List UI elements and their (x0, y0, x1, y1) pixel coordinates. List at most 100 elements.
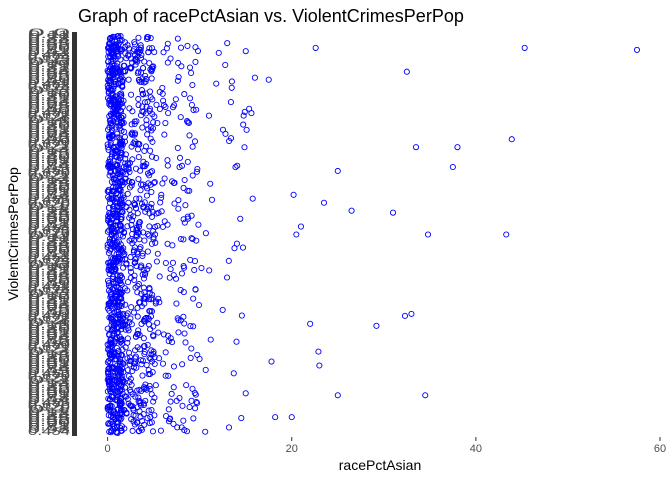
data-point (156, 299, 163, 306)
data-point (153, 154, 160, 162)
y-tick-label: 0.85 (28, 132, 70, 144)
y-tick-label: 0.21 (28, 263, 70, 275)
data-point (175, 205, 182, 212)
data-point (139, 417, 146, 424)
data-point (110, 110, 117, 117)
data-point (162, 349, 169, 356)
data-point (146, 60, 153, 67)
data-point (141, 79, 148, 86)
data-point-outlier (424, 231, 432, 238)
y-tick-label: 0.453 (28, 252, 70, 264)
y-tick-label: 0.30 (28, 324, 70, 336)
data-point-outlier (508, 136, 515, 143)
data-point (151, 179, 158, 186)
data-point (111, 98, 118, 105)
x-axis: 0 20 40 60 (105, 437, 666, 455)
data-point (208, 196, 216, 203)
data-point (137, 402, 144, 409)
data-point (164, 59, 171, 66)
y-tick-label: 0.1 (28, 201, 70, 213)
data-point (185, 119, 192, 127)
data-point (154, 250, 161, 257)
data-point (149, 153, 156, 160)
data-point (111, 152, 118, 159)
y-tick-label: 0.71 (28, 419, 70, 431)
y-tick-label: 0.676 (28, 196, 70, 208)
data-point (106, 68, 113, 75)
data-point (189, 81, 196, 89)
y-tick-label: 0.675 (28, 225, 70, 237)
data-point (118, 399, 125, 406)
data-point (105, 146, 112, 154)
data-point (191, 258, 199, 265)
data-point (107, 119, 115, 126)
data-point (112, 79, 119, 86)
y-tick-label: 0.14 (28, 145, 70, 157)
y-tick-label: 0.122 (28, 141, 70, 153)
data-point (116, 360, 123, 367)
data-point (148, 391, 155, 398)
data-point (164, 240, 171, 247)
data-point-outlier (316, 362, 323, 369)
data-point (130, 247, 137, 254)
data-point (238, 415, 245, 422)
data-point (182, 202, 189, 209)
data-point (104, 325, 111, 332)
y-tick-label: 0.55 (28, 38, 70, 50)
data-point-outlier (213, 80, 220, 87)
data-point (180, 417, 187, 424)
data-point (125, 161, 132, 168)
data-point (127, 159, 134, 167)
data-point (136, 48, 143, 55)
data-point (182, 339, 189, 346)
y-tick-label: 0.16 (28, 87, 70, 99)
data-point (138, 290, 145, 297)
y-tick-label: 0.75 (28, 101, 70, 113)
y-tick-label: 0.76 (28, 274, 70, 286)
y-tick-label: 0.95 (28, 163, 70, 175)
data-point (159, 90, 166, 97)
y-tick-label: 0.0 (28, 230, 70, 242)
y-tick-label: 0.74 (28, 130, 70, 142)
data-point (205, 112, 212, 119)
y-tick-label: 0.40 (28, 152, 70, 164)
y-tick-label: 0.46 (28, 181, 70, 193)
data-point (117, 223, 124, 230)
y-tick-label: 0.90 (28, 308, 70, 320)
data-point (156, 355, 163, 362)
data-point (136, 299, 143, 306)
y-tick-label: 0.81 (28, 248, 70, 260)
data-point (162, 103, 169, 110)
data-point (134, 146, 142, 153)
data-point (147, 413, 154, 421)
data-point (156, 273, 163, 280)
data-point (135, 68, 142, 75)
data-point (135, 154, 142, 161)
data-point (139, 90, 146, 97)
data-point (174, 424, 181, 431)
data-point (144, 414, 151, 422)
y-tick-label: 0.23 (28, 408, 70, 420)
y-tick-label: 0.52 (28, 328, 70, 340)
data-point (137, 388, 145, 395)
data-point (249, 195, 256, 202)
data-point (180, 289, 187, 296)
data-point (118, 140, 125, 147)
data-point (167, 266, 174, 273)
data-point (135, 34, 142, 41)
data-point (150, 333, 157, 340)
data-point (166, 274, 173, 281)
y-tick-label: 0.672 (28, 110, 70, 122)
data-point (144, 341, 151, 348)
data-point (145, 34, 152, 41)
data-point (225, 257, 232, 264)
data-point (144, 231, 151, 238)
y-tick-label: 0.82 (28, 219, 70, 231)
data-point (175, 197, 182, 204)
data-point (127, 265, 134, 272)
y-tick-label: 0.671 (28, 341, 70, 353)
data-point (169, 339, 176, 346)
data-point (113, 429, 120, 436)
chart-title: Graph of racePctAsian vs. ViolentCrimesP… (78, 6, 464, 26)
y-tick-label: 0.66 (28, 40, 70, 52)
